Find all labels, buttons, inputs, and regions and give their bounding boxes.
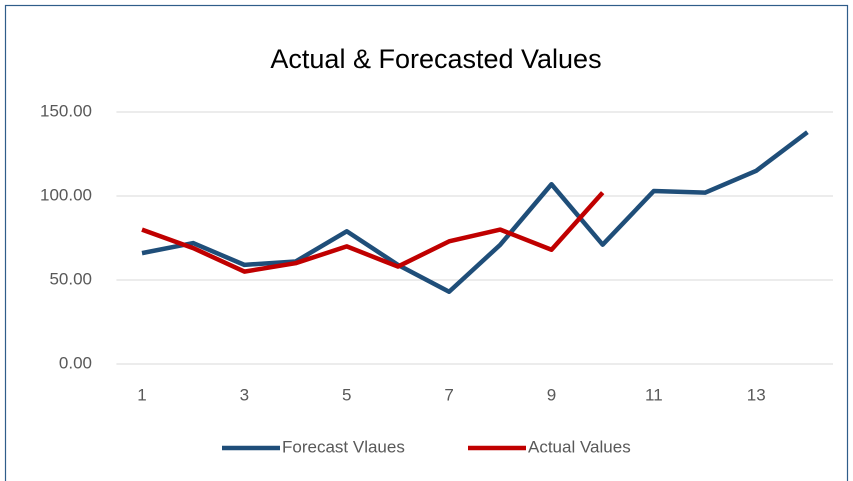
series-line <box>141 130 809 295</box>
y-tick-label: 0.00 <box>59 353 92 372</box>
y-tick-label: 50.00 <box>49 269 92 288</box>
y-tick-label: 150.00 <box>40 101 92 120</box>
x-tick-label: 13 <box>747 385 766 404</box>
x-tick-label: 5 <box>342 385 351 404</box>
y-tick-label: 100.00 <box>40 185 92 204</box>
x-tick-label: 11 <box>645 385 663 404</box>
chart-border <box>4 4 849 481</box>
legend-label: Actual Values <box>528 437 631 456</box>
x-tick-label: 7 <box>444 385 453 404</box>
x-tick-label: 9 <box>547 385 556 404</box>
legend-label: Forecast Vlaues <box>282 437 405 456</box>
series-line <box>141 191 605 274</box>
x-tick-label: 1 <box>137 385 146 404</box>
chart-title: Actual & Forecasted Values <box>270 44 601 74</box>
x-tick-label: 3 <box>240 385 249 404</box>
